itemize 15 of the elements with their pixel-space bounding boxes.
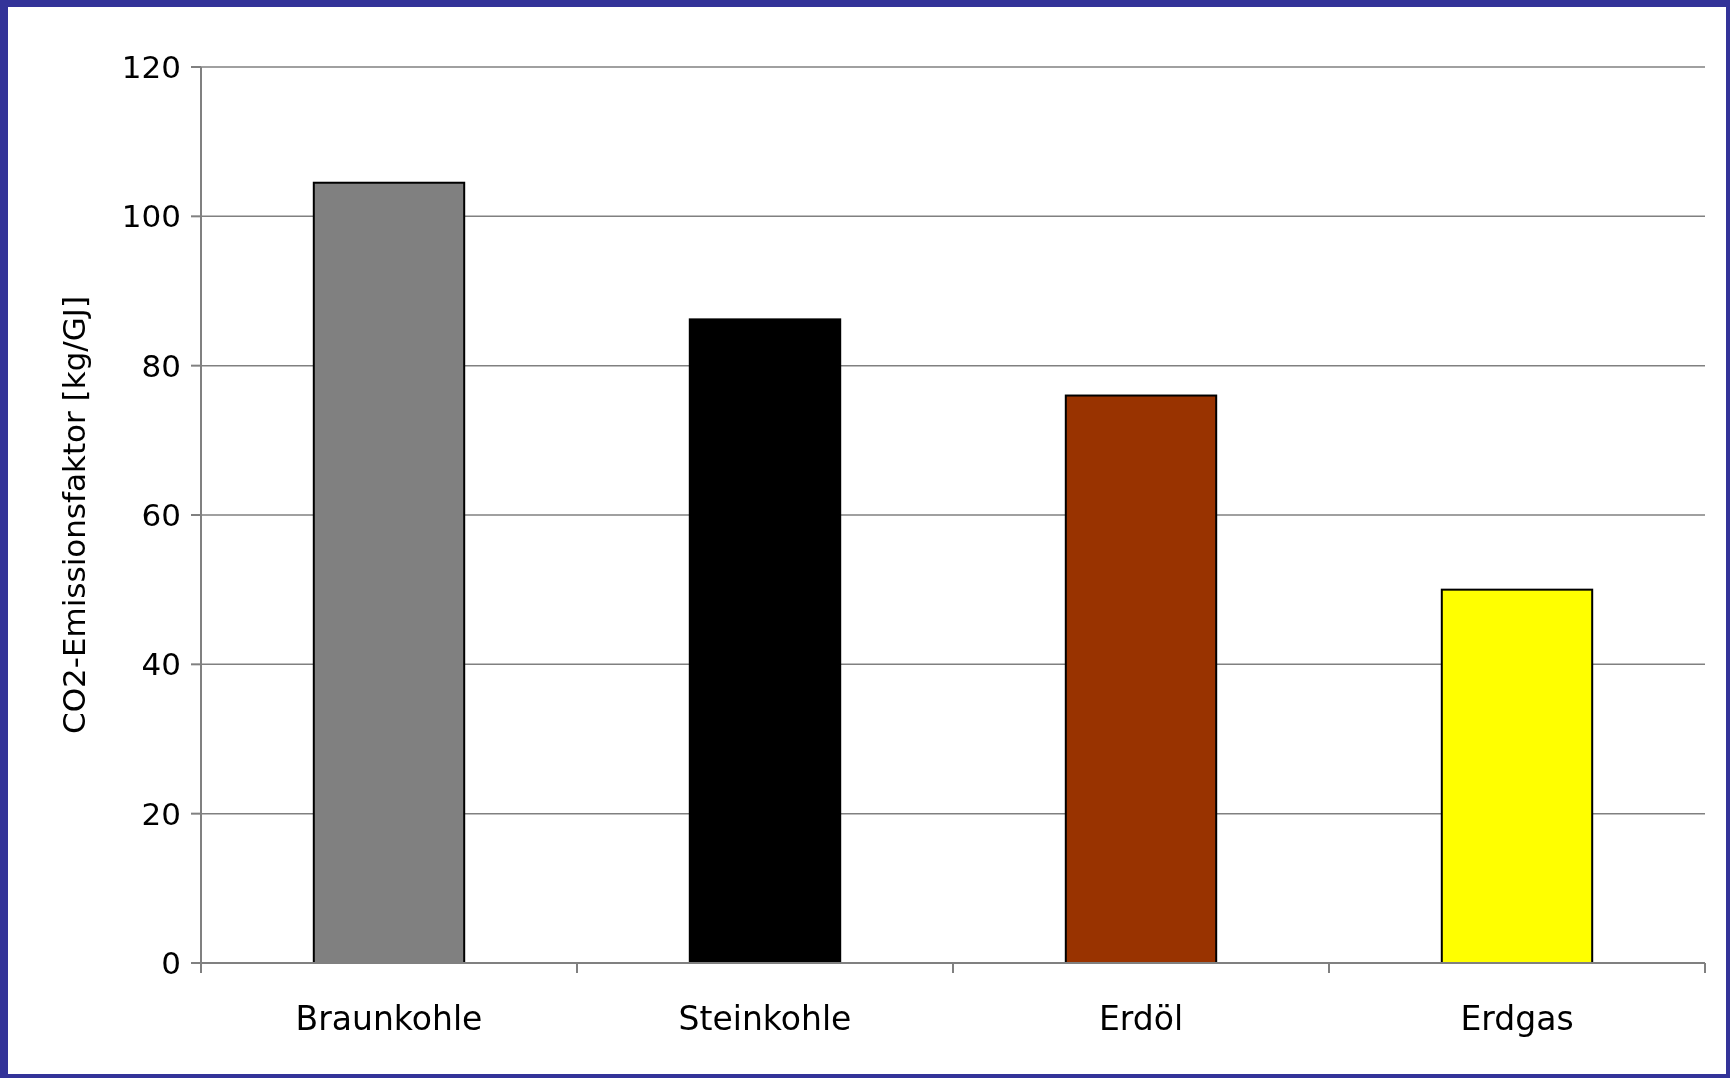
x-tick-label: Erdöl <box>1098 999 1184 1038</box>
x-tick-label: Steinkohle <box>678 999 852 1038</box>
bar <box>688 318 842 964</box>
bar <box>1064 394 1218 964</box>
y-tick-label: 120 <box>121 48 181 85</box>
y-tick-label: 0 <box>161 944 181 981</box>
y-tick-label: 80 <box>141 347 181 384</box>
y-axis-title: CO2-Emissionsfaktor [kg/GJ] <box>56 295 92 735</box>
bar <box>1440 588 1594 964</box>
x-tick-label: Erdgas <box>1460 999 1574 1038</box>
y-tick-label: 60 <box>141 496 181 533</box>
y-tick-label: 40 <box>141 646 181 683</box>
y-tick-label: 100 <box>121 198 181 235</box>
x-tick-label: Braunkohle <box>295 999 483 1038</box>
y-tick-label: 20 <box>141 795 181 832</box>
